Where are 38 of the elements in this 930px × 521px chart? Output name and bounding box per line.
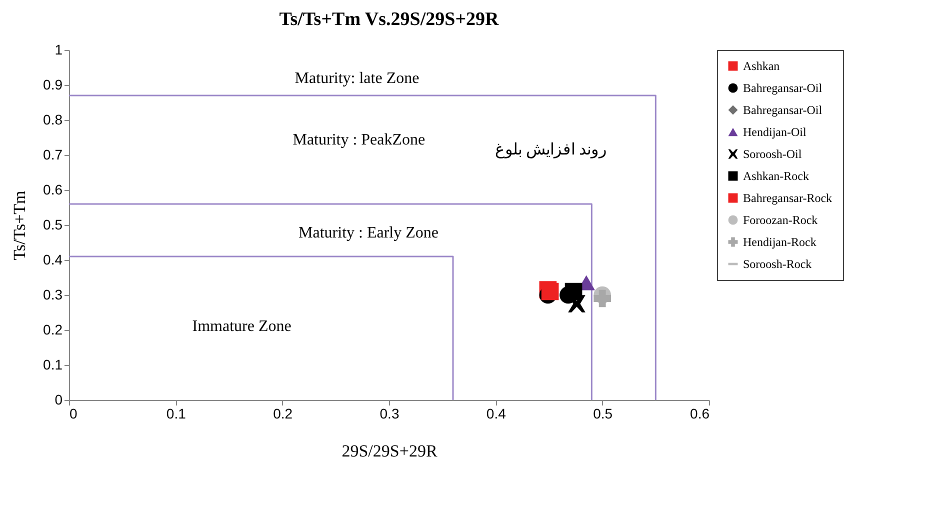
x-tick-label: 0.3	[380, 406, 400, 422]
legend-label: Bahregansar-Rock	[743, 191, 832, 205]
x-tick-label: 0.2	[273, 406, 293, 422]
y-tick-label: 0.5	[43, 216, 63, 232]
y-tick-label: 0.3	[43, 286, 63, 302]
y-tick-label: 0	[54, 392, 63, 408]
legend-label: Soroosh-Oil	[743, 147, 802, 161]
legend-label: Bahregansar-Oil	[743, 103, 823, 117]
point	[594, 290, 611, 308]
annotation: Maturity: late Zone	[294, 70, 420, 87]
point	[564, 282, 582, 300]
legend-label: Hendijan-Rock	[743, 235, 816, 249]
legend-label: Bahregansar-Oil	[743, 81, 823, 95]
y-tick-label: 0.6	[43, 182, 63, 198]
legend-label: Hendijan-Oil	[743, 125, 807, 139]
chart-title: Ts/Ts+Tm Vs.29S/29S+29R	[279, 9, 500, 30]
x-axis-title: 29S/29S+29R	[342, 442, 438, 460]
legend-label: Foroozan-Rock	[743, 213, 818, 227]
y-tick-label: 0.8	[43, 112, 63, 128]
annotation: روند افزایش بلوغ	[494, 141, 607, 158]
y-tick-label: 0.1	[43, 356, 63, 372]
y-tick-label: 0.4	[43, 252, 63, 268]
x-tick-label: 0.4	[486, 406, 506, 422]
x-tick-label: 0	[70, 406, 78, 422]
annotation: Maturity : PeakZone	[292, 131, 426, 148]
y-tick-label: 0.7	[43, 146, 63, 162]
x-tick-label: 0.5	[593, 406, 613, 422]
y-axis-title: Ts/Ts+Tm	[10, 190, 30, 260]
x-tick-label: 0.1	[166, 406, 186, 422]
annotation: Immature Zone	[192, 318, 292, 335]
annotation: Maturity : Early Zone	[298, 224, 439, 242]
y-tick-label: 1	[54, 42, 63, 58]
y-tick-label: 0.9	[43, 76, 63, 92]
y-tick-label: 0.2	[43, 322, 63, 338]
legend-label: Soroosh-Rock	[743, 257, 812, 271]
x-tick-label: 0.6	[690, 406, 710, 422]
legend-label: Ashkan-Rock	[743, 169, 809, 183]
legend-label: Ashkan	[743, 59, 780, 73]
